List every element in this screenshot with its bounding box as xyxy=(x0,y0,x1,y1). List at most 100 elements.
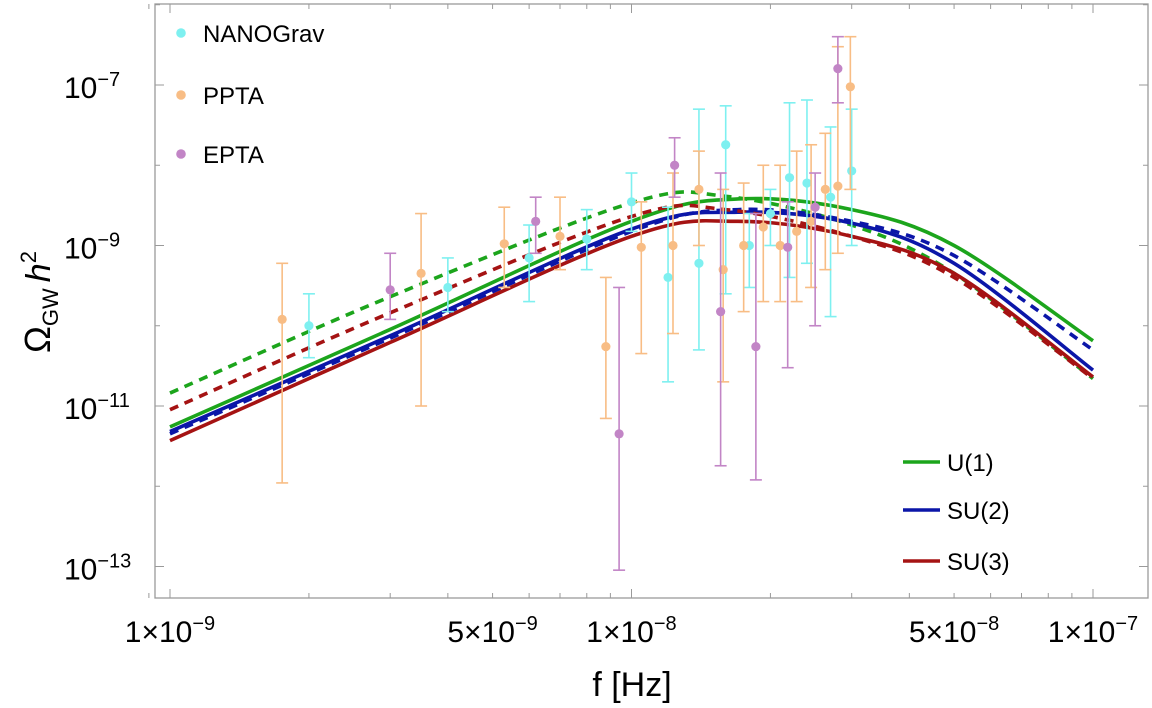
x-tick-label: 1×10−7 xyxy=(1048,613,1138,649)
epta-marker xyxy=(810,202,820,212)
nanograv-point xyxy=(662,206,675,383)
x-tick-label: 1×10−9 xyxy=(125,613,215,649)
legend-ppta-label: PPTA xyxy=(203,83,264,110)
nanograv-point xyxy=(764,188,777,247)
epta-point xyxy=(668,136,681,198)
y-tick-label: 10−13 xyxy=(64,551,131,587)
nanograv-point xyxy=(824,126,837,318)
x-axis-title: f [Hz] xyxy=(592,666,671,704)
nanograv-marker xyxy=(694,258,704,268)
x-tick-label: 1×10−8 xyxy=(586,613,676,649)
epta-point xyxy=(831,35,844,104)
ppta-point xyxy=(805,143,818,289)
nanograv-point xyxy=(845,108,858,247)
y-tick-labels: 10−13 10−11 10−9 10−7 xyxy=(64,69,131,587)
y-axis-title: ΩGW h2 xyxy=(16,251,63,353)
curve-u1-solid xyxy=(169,196,1095,429)
nanograv-marker xyxy=(304,321,314,331)
epta-marker xyxy=(833,64,843,74)
nanograv-point xyxy=(580,208,593,271)
data-points xyxy=(276,35,858,571)
scatter-legend: NANOGrav PPTA EPTA xyxy=(176,21,324,169)
y-tick-label: 10−9 xyxy=(64,230,120,266)
epta-point xyxy=(613,286,626,571)
plot-frame xyxy=(154,3,1149,599)
ppta-marker xyxy=(845,82,855,92)
legend-su2-label: SU(2) xyxy=(947,498,1010,525)
ppta-point xyxy=(666,172,679,335)
ppta-marker xyxy=(499,239,509,249)
ppta-marker xyxy=(739,240,749,251)
curve-su2-dashed xyxy=(169,207,1095,436)
epta-point xyxy=(749,212,762,481)
ppta-point xyxy=(790,150,803,303)
legend-u1-label: U(1) xyxy=(947,450,994,477)
ppta-point xyxy=(844,35,857,191)
legend-ppta-marker xyxy=(176,90,186,100)
ppta-marker xyxy=(833,181,843,191)
nanograv-marker xyxy=(802,178,812,188)
epta-marker xyxy=(531,216,541,226)
nanograv-point xyxy=(743,212,756,289)
nanograv-marker xyxy=(443,282,453,293)
nanograv-marker xyxy=(784,173,795,183)
epta-point xyxy=(781,201,794,369)
curve-su3-solid xyxy=(169,218,1095,443)
ppta-marker xyxy=(792,226,802,236)
legend-epta-label: EPTA xyxy=(203,142,264,169)
y-tick-label: 10−11 xyxy=(64,390,130,426)
epta-marker xyxy=(670,160,680,170)
ppta-point xyxy=(692,150,705,247)
axis-ticks xyxy=(148,4,1148,598)
nanograv-point xyxy=(719,105,732,295)
nanograv-point xyxy=(625,172,638,233)
ppta-marker xyxy=(636,242,646,252)
ppta-point xyxy=(635,201,648,355)
ppta-marker xyxy=(416,268,426,278)
ppta-point xyxy=(717,188,730,383)
epta-point xyxy=(714,172,727,467)
ppta-point xyxy=(415,212,428,407)
y-axis-superscript: 2 xyxy=(16,251,41,263)
legend-su3-label: SU(3) xyxy=(947,549,1010,576)
nanograv-marker xyxy=(825,192,836,202)
y-axis-subscript: GW xyxy=(38,288,63,326)
legend-nanograv-label: NANOGrav xyxy=(203,21,324,48)
epta-marker xyxy=(716,307,726,317)
nanograv-point xyxy=(302,293,315,359)
ppta-point xyxy=(774,164,787,303)
nanograv-marker xyxy=(626,197,637,207)
ppta-point xyxy=(737,182,750,313)
legend-epta-marker xyxy=(176,149,186,159)
ppta-point xyxy=(498,206,511,289)
ppta-point xyxy=(819,132,832,271)
x-tick-label: 5×10−8 xyxy=(909,613,999,649)
nanograv-marker xyxy=(721,140,731,150)
epta-point xyxy=(384,252,397,321)
epta-point xyxy=(529,196,542,255)
nanograv-point xyxy=(441,257,454,313)
epta-marker xyxy=(751,341,761,352)
model-curves xyxy=(169,190,1095,443)
epta-marker xyxy=(385,285,395,295)
nanograv-marker xyxy=(765,208,776,219)
epta-marker xyxy=(783,242,793,252)
nanograv-marker xyxy=(524,253,534,263)
epta-marker xyxy=(614,429,624,439)
ppta-marker xyxy=(601,341,611,352)
ppta-point xyxy=(599,276,612,420)
nanograv-marker xyxy=(663,272,673,283)
ppta-marker xyxy=(555,231,565,241)
ppta-marker xyxy=(758,222,768,232)
x-tick-labels: 1×10−9 5×10−9 1×10−8 5×10−8 1×10−7 xyxy=(125,613,1138,649)
nanograv-marker xyxy=(582,234,592,244)
x-tick-label: 5×10−9 xyxy=(447,613,537,649)
line-legend: U(1) SU(2) SU(3) xyxy=(903,450,1010,576)
y-axis-h: h xyxy=(20,263,58,282)
curve-su2-solid xyxy=(169,210,1095,434)
legend-nanograv-marker xyxy=(176,28,186,38)
ppta-marker xyxy=(277,314,287,324)
y-tick-label: 10−7 xyxy=(64,69,120,105)
ppta-marker xyxy=(668,240,678,251)
